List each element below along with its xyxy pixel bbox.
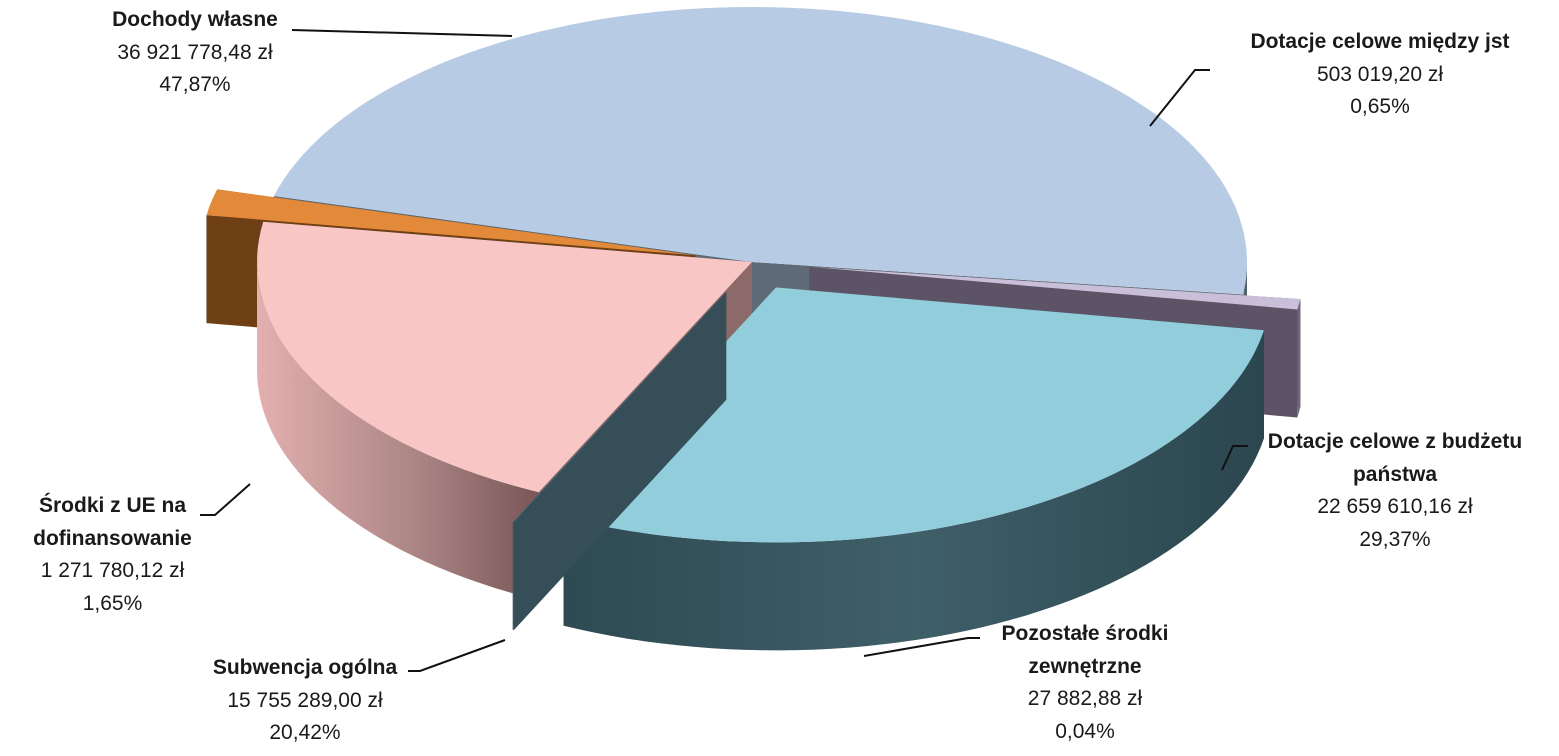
leader-line-dochody: [291, 29, 513, 37]
slice-label-value: 503 019,20 zł: [1316, 62, 1444, 86]
leader-line-subw: [408, 639, 506, 672]
slice-subw-side: [257, 262, 539, 601]
pie-slices-layer: [206, 7, 1301, 651]
leader-line-pozostale: [863, 637, 980, 657]
leader-line-ue: [200, 483, 251, 516]
slice-dot_jst-top: [809, 266, 1301, 310]
slice-label-value: 15 755 289,00 zł: [227, 688, 383, 712]
slice-label-value: 22 659 610,16 zł: [1317, 495, 1473, 519]
slice-label-name: Pozostałe środki: [1001, 622, 1169, 645]
slice-label-value: 27 882,88 zł: [1027, 687, 1143, 711]
slice-label-pozostale: Pozostałe środki zewnętrzne 27 882,88 zł…: [970, 618, 1200, 748]
slice-label-name: Dotacje celowe z budżetu: [1267, 430, 1523, 453]
slice-label-subw: Subwencja ogólna 15 755 289,00 zł 20,42%: [175, 652, 435, 750]
slice-dot_bud-side: [563, 330, 1264, 651]
slice-label-value: 1 271 780,12 zł: [40, 559, 185, 583]
slice-label-dot-bud: Dotacje celowe z budżetu państwa 22 659 …: [1240, 426, 1550, 556]
slice-label-dochody: Dochody własne 36 921 778,48 zł 47,87%: [60, 4, 330, 102]
leader-line-dot_jst: [1149, 69, 1210, 127]
slice-pozostale-top: [512, 291, 727, 523]
slice-pozostale-side: [512, 521, 514, 631]
slice-dot_jst-side: [1297, 299, 1301, 418]
slice-label-percent: 47,87%: [159, 73, 231, 97]
slice-label-name: Środki z UE na: [38, 494, 187, 517]
slice-ue-top: [206, 189, 696, 256]
slice-label-name: Dotacje celowe między jst: [1250, 30, 1510, 53]
slice-label-percent: 0,65%: [1350, 95, 1410, 119]
slice-label-dot-jst: Dotacje celowe między jst 503 019,20 zł …: [1210, 26, 1550, 124]
slice-dot_bud-top: [563, 287, 1264, 543]
slice-label-ue: Środki z UE na dofinansowanie 1 271 780,…: [0, 490, 225, 620]
slice-label-name-line2: państwa: [1352, 462, 1438, 486]
slice-label-value: 36 921 778,48 zł: [117, 40, 273, 64]
slice-label-percent: 29,37%: [1359, 527, 1431, 551]
slice-pozostale-wall-1: [512, 291, 727, 630]
slice-label-name: Subwencja ogólna: [212, 656, 398, 679]
slice-label-percent: 20,42%: [269, 721, 341, 745]
slice-label-name: Dochody własne: [112, 8, 278, 31]
slice-label-percent: 0,04%: [1055, 719, 1115, 743]
slice-dochody-top: [273, 7, 1247, 295]
slice-subw-top: [257, 221, 752, 493]
slice-label-percent: 1,65%: [82, 591, 143, 615]
leader-line-dot_bud: [1221, 445, 1248, 471]
slice-label-name-line2: dofinansowanie: [33, 526, 192, 550]
slice-label-name-line2: zewnętrzne: [1028, 654, 1142, 678]
leader-lines-layer: [200, 29, 1248, 672]
